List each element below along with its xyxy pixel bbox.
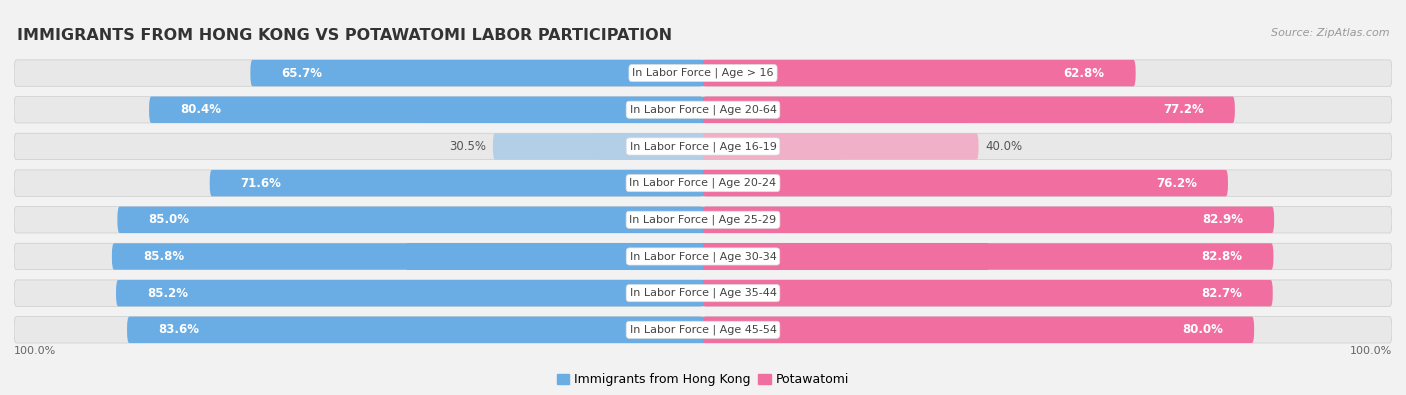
- FancyBboxPatch shape: [703, 243, 1274, 270]
- FancyBboxPatch shape: [703, 317, 1254, 343]
- FancyBboxPatch shape: [149, 96, 703, 123]
- Text: 65.7%: 65.7%: [281, 67, 322, 79]
- FancyBboxPatch shape: [14, 170, 1392, 196]
- FancyBboxPatch shape: [415, 317, 703, 343]
- Text: 82.7%: 82.7%: [1201, 287, 1241, 300]
- FancyBboxPatch shape: [703, 170, 966, 196]
- Text: 100.0%: 100.0%: [1350, 346, 1392, 356]
- FancyBboxPatch shape: [703, 96, 969, 123]
- FancyBboxPatch shape: [14, 133, 1392, 160]
- FancyBboxPatch shape: [14, 243, 1392, 270]
- Text: 85.0%: 85.0%: [149, 213, 190, 226]
- Text: 80.0%: 80.0%: [1182, 324, 1223, 336]
- Text: 80.4%: 80.4%: [180, 103, 221, 116]
- FancyBboxPatch shape: [703, 96, 1234, 123]
- Text: 40.0%: 40.0%: [986, 140, 1022, 153]
- Text: In Labor Force | Age 35-44: In Labor Force | Age 35-44: [630, 288, 776, 298]
- FancyBboxPatch shape: [408, 243, 703, 270]
- FancyBboxPatch shape: [112, 243, 703, 270]
- FancyBboxPatch shape: [127, 317, 703, 343]
- FancyBboxPatch shape: [477, 60, 703, 86]
- FancyBboxPatch shape: [703, 170, 1227, 196]
- FancyBboxPatch shape: [703, 280, 988, 307]
- FancyBboxPatch shape: [494, 133, 703, 160]
- Text: 82.9%: 82.9%: [1202, 213, 1243, 226]
- Text: 62.8%: 62.8%: [1064, 67, 1105, 79]
- Text: 83.6%: 83.6%: [157, 324, 200, 336]
- FancyBboxPatch shape: [457, 170, 703, 196]
- FancyBboxPatch shape: [703, 207, 988, 233]
- FancyBboxPatch shape: [14, 207, 1392, 233]
- FancyBboxPatch shape: [426, 96, 703, 123]
- FancyBboxPatch shape: [14, 317, 1392, 343]
- FancyBboxPatch shape: [117, 280, 703, 307]
- Text: Source: ZipAtlas.com: Source: ZipAtlas.com: [1271, 28, 1389, 38]
- FancyBboxPatch shape: [14, 280, 1392, 307]
- Text: 82.8%: 82.8%: [1202, 250, 1243, 263]
- FancyBboxPatch shape: [14, 60, 1392, 86]
- FancyBboxPatch shape: [598, 133, 703, 160]
- FancyBboxPatch shape: [117, 207, 703, 233]
- FancyBboxPatch shape: [703, 317, 979, 343]
- Text: In Labor Force | Age > 16: In Labor Force | Age > 16: [633, 68, 773, 78]
- Text: 85.8%: 85.8%: [143, 250, 184, 263]
- FancyBboxPatch shape: [250, 60, 703, 86]
- FancyBboxPatch shape: [209, 170, 703, 196]
- FancyBboxPatch shape: [703, 243, 988, 270]
- Text: In Labor Force | Age 20-64: In Labor Force | Age 20-64: [630, 105, 776, 115]
- Legend: Immigrants from Hong Kong, Potawatomi: Immigrants from Hong Kong, Potawatomi: [557, 373, 849, 386]
- Text: In Labor Force | Age 25-29: In Labor Force | Age 25-29: [630, 214, 776, 225]
- FancyBboxPatch shape: [703, 280, 1272, 307]
- Text: IMMIGRANTS FROM HONG KONG VS POTAWATOMI LABOR PARTICIPATION: IMMIGRANTS FROM HONG KONG VS POTAWATOMI …: [17, 28, 672, 43]
- FancyBboxPatch shape: [703, 207, 1274, 233]
- FancyBboxPatch shape: [411, 207, 703, 233]
- FancyBboxPatch shape: [703, 133, 841, 160]
- Text: 71.6%: 71.6%: [240, 177, 281, 190]
- Text: 77.2%: 77.2%: [1163, 103, 1204, 116]
- Text: In Labor Force | Age 45-54: In Labor Force | Age 45-54: [630, 325, 776, 335]
- FancyBboxPatch shape: [14, 96, 1392, 123]
- FancyBboxPatch shape: [409, 280, 703, 307]
- FancyBboxPatch shape: [703, 133, 979, 160]
- FancyBboxPatch shape: [703, 60, 920, 86]
- Text: 76.2%: 76.2%: [1156, 177, 1197, 190]
- Text: 30.5%: 30.5%: [449, 140, 486, 153]
- Text: 100.0%: 100.0%: [14, 346, 56, 356]
- Text: In Labor Force | Age 30-34: In Labor Force | Age 30-34: [630, 251, 776, 262]
- FancyBboxPatch shape: [703, 60, 1136, 86]
- Text: 85.2%: 85.2%: [148, 287, 188, 300]
- Text: In Labor Force | Age 16-19: In Labor Force | Age 16-19: [630, 141, 776, 152]
- Text: In Labor Force | Age 20-24: In Labor Force | Age 20-24: [630, 178, 776, 188]
